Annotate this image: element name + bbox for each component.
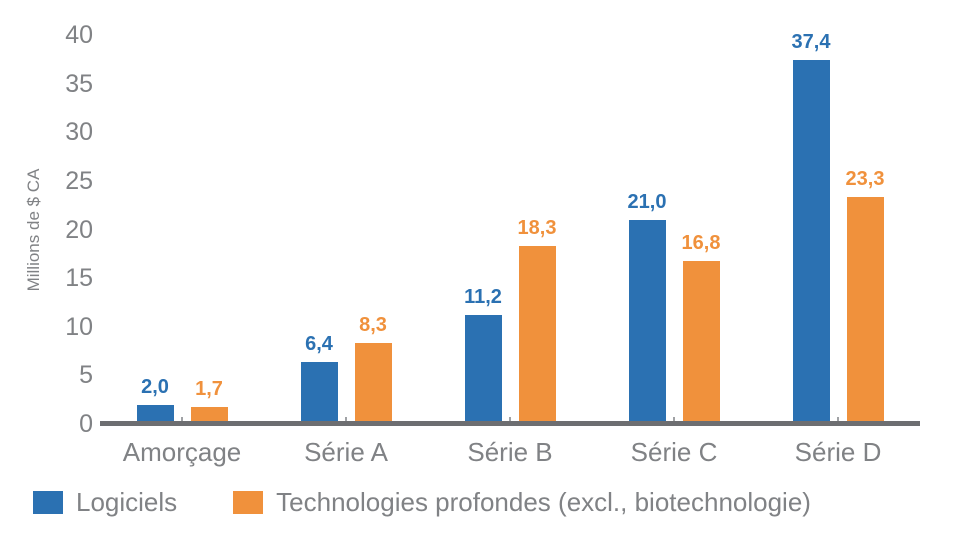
x-axis-line [100, 421, 920, 426]
y-tick-label: 5 [79, 361, 93, 390]
legend-label: Logiciels [76, 487, 178, 517]
legend-label: Technologies profondes (excl., biotechno… [276, 487, 811, 517]
bar-value-label: 2,0 [141, 375, 169, 398]
legend-swatch [33, 491, 63, 514]
bar-value-label: 37,4 [791, 31, 831, 54]
bar-value-label: 23,3 [845, 168, 885, 191]
y-tick-label: 10 [65, 312, 93, 341]
y-tick-label: 35 [65, 69, 93, 98]
bar-technologies-0 [190, 407, 228, 424]
y-tick-label: 30 [65, 118, 93, 147]
y-tick-label: 15 [65, 264, 93, 293]
x-category-label: Série A [304, 437, 388, 467]
legend: Logiciels Technologies profondes (excl., … [33, 487, 811, 518]
x-category-label: Série C [630, 437, 718, 467]
bar-value-label: 11,2 [464, 286, 502, 309]
y-tick-label: 40 [65, 21, 93, 49]
x-category-label: Série B [467, 437, 553, 467]
legend-item-technologies: Technologies profondes (excl., biotechno… [233, 487, 811, 518]
bar-logiciels-1 [300, 361, 338, 424]
bar-logiciels-0 [136, 404, 174, 424]
bar-technologies-1 [354, 343, 392, 424]
bar-logiciels-2 [464, 315, 502, 424]
legend-swatch [233, 491, 264, 514]
bar-technologies-2 [518, 246, 556, 424]
x-category-label: Amorçage [122, 437, 242, 467]
y-tick-label: 25 [65, 166, 93, 195]
bar-value-label: 16,8 [681, 231, 721, 254]
bar-logiciels-3 [628, 219, 666, 424]
y-tick-label: 0 [79, 410, 93, 438]
bar-technologies-4 [846, 197, 884, 424]
y-tick-label: 20 [65, 215, 93, 244]
bar-logiciels-4 [792, 60, 830, 424]
bar-technologies-3 [682, 260, 720, 424]
bar-value-label: 18,3 [517, 217, 557, 240]
bar-value-label: 1,7 [195, 378, 223, 401]
legend-item-logiciels: Logiciels [33, 487, 177, 518]
bar-value-label: 21,0 [627, 190, 667, 213]
x-category-label: Série D [794, 437, 882, 467]
bar-value-label: 8,3 [359, 314, 387, 337]
bar-value-label: 6,4 [305, 332, 333, 355]
